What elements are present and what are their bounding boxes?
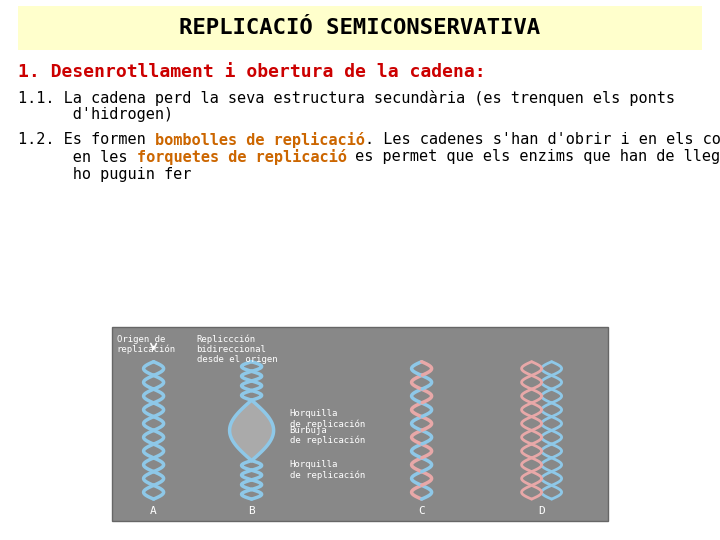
- Text: Horquilla: Horquilla: [289, 409, 338, 418]
- Text: Burbuja: Burbuja: [289, 426, 327, 435]
- Text: REPLICACIÓ SEMICONSERVATIVA: REPLICACIÓ SEMICONSERVATIVA: [179, 18, 541, 38]
- Text: de replicación: de replicación: [289, 470, 365, 480]
- Text: 1. Desenrotllament i obertura de la cadena:: 1. Desenrotllament i obertura de la cade…: [18, 63, 485, 81]
- Text: C: C: [418, 506, 425, 516]
- Text: de replicación: de replicación: [289, 436, 365, 445]
- Text: en les: en les: [18, 150, 137, 165]
- Text: bombolles de replicació: bombolles de replicació: [155, 132, 365, 148]
- Polygon shape: [230, 400, 274, 461]
- Text: . Les cadenes s'han d'obrir i en els costats,: . Les cadenes s'han d'obrir i en els cos…: [365, 132, 720, 147]
- Text: Origen de: Origen de: [117, 335, 165, 343]
- Text: de replicación: de replicación: [289, 419, 365, 429]
- Text: ho puguin fer: ho puguin fer: [18, 166, 192, 181]
- Text: desde el origen: desde el origen: [197, 355, 277, 364]
- FancyBboxPatch shape: [18, 6, 702, 50]
- Text: Repliccción: Repliccción: [197, 335, 256, 344]
- Text: d'hidrogen): d'hidrogen): [18, 107, 173, 123]
- FancyBboxPatch shape: [112, 327, 608, 521]
- Text: Horquilla: Horquilla: [289, 460, 338, 469]
- Text: A: A: [150, 506, 157, 516]
- Text: B: B: [248, 506, 255, 516]
- Text: es permet que els enzims que han de llegir l'ADN: es permet que els enzims que han de lleg…: [346, 150, 720, 165]
- Text: forquetes de replicació: forquetes de replicació: [137, 149, 346, 165]
- Text: bidireccional: bidireccional: [197, 345, 266, 354]
- Text: replicación: replicación: [117, 345, 176, 354]
- Text: 1.2. Es formen: 1.2. Es formen: [18, 132, 155, 147]
- Text: 1.1. La cadena perd la seva estructura secundària (es trenquen els ponts: 1.1. La cadena perd la seva estructura s…: [18, 90, 675, 106]
- Text: D: D: [539, 506, 545, 516]
